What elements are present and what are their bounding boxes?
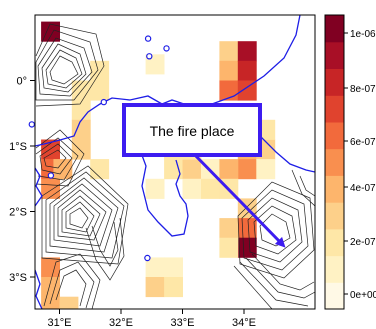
colorbar-swatch (325, 255, 344, 283)
y-tick-label: 2°S (9, 207, 27, 219)
raster-cell (41, 257, 60, 278)
raster-cell (145, 277, 165, 298)
border-east (35, 15, 301, 147)
annotation-text: The fire place (150, 123, 235, 139)
colorbar-swatch (325, 121, 344, 150)
raster-cell (164, 159, 183, 180)
colorbar-swatch (325, 202, 344, 230)
lake-markers (28, 35, 170, 262)
raster-cell (237, 80, 257, 101)
raster-cell (219, 218, 239, 239)
raster-cell (182, 159, 202, 180)
raster-cell (219, 41, 239, 62)
lake-marker (28, 121, 35, 128)
lake-marker (146, 53, 153, 60)
raster-cell (237, 41, 257, 62)
raster-cell (71, 119, 91, 140)
colorbar-tick-label: 4e-07 (350, 183, 376, 194)
y-axis: 0° 1°S 2°S 3°S (9, 76, 35, 284)
x-axis: 31°E 32°E 33°E 34°E (48, 309, 256, 329)
colorbar-swatch (325, 95, 344, 123)
raster-cell (237, 60, 257, 81)
raster-cell (41, 21, 60, 42)
lake-marker (47, 172, 55, 179)
raster-cell (237, 218, 257, 239)
raster-cell (182, 178, 202, 199)
raster-cell (237, 159, 257, 180)
x-tick-label: 32°E (109, 317, 133, 329)
colorbar-swatch (325, 41, 344, 69)
annotation-box (122, 103, 262, 157)
raster-cell (164, 277, 183, 298)
x-tick-label: 34°E (232, 317, 256, 329)
raster-cell (90, 159, 110, 180)
y-tick-label: 3°S (9, 272, 27, 284)
colorbar-swatch (325, 282, 344, 310)
colorbar: 1e-06 8e-07 6e-07 4e-07 2e-07 0e+00 (324, 14, 376, 310)
x-tick-label: 33°E (171, 317, 195, 329)
lake-marker (163, 45, 170, 52)
x-tick-label: 31°E (48, 317, 72, 329)
colorbar-swatch (325, 68, 344, 96)
raster-cell (145, 257, 165, 278)
raster-cell (41, 178, 60, 199)
raster-cell (41, 277, 60, 298)
contour-group-east (233, 169, 315, 309)
y-tick-label: 0° (16, 76, 27, 88)
colorbar-tick-label: 2e-07 (350, 237, 376, 248)
contour-group-northwest (35, 23, 105, 107)
colorbar-tick-label: 6e-07 (350, 137, 376, 148)
raster-cell (219, 237, 239, 258)
raster-cell (71, 139, 91, 160)
raster-cell (90, 60, 110, 81)
raster-cell (219, 60, 239, 81)
plot-frame (34, 14, 316, 310)
colorbar-tick-label: 0e+00 (350, 290, 376, 301)
raster-cell (164, 257, 183, 278)
raster-cell (71, 100, 91, 121)
raster-cell (237, 237, 257, 258)
colorbar-tick-label: 1e-06 (350, 29, 376, 40)
raster-cell (219, 159, 239, 180)
border-island (139, 149, 189, 237)
border-west-bottom (35, 269, 43, 309)
colorbar-tick-label: 8e-07 (350, 84, 376, 95)
raster-cell (256, 159, 276, 180)
border-lines (35, 15, 315, 309)
y-tick-label: 1°S (9, 141, 27, 153)
raster-cell (145, 178, 165, 199)
colorbar-frame (324, 14, 345, 310)
lake-marker (100, 98, 108, 106)
raster-cell (41, 139, 60, 160)
colorbar-swatch (325, 148, 344, 176)
lake-marker (144, 35, 152, 42)
colorbar-swatch (325, 15, 344, 43)
border-west-south (35, 167, 43, 207)
contour-lines (35, 23, 315, 309)
contour-group-west (35, 129, 85, 187)
colorbar-swatch (325, 228, 344, 257)
annotation: The fire place (122, 103, 286, 248)
contour-group-southwest (41, 165, 129, 309)
colorbar-swatch (325, 175, 344, 203)
raster-cell (59, 296, 79, 309)
raster-cell (201, 178, 220, 199)
annotation-arrow (188, 148, 286, 248)
raster-cell (90, 80, 110, 101)
lake-marker (144, 254, 151, 262)
